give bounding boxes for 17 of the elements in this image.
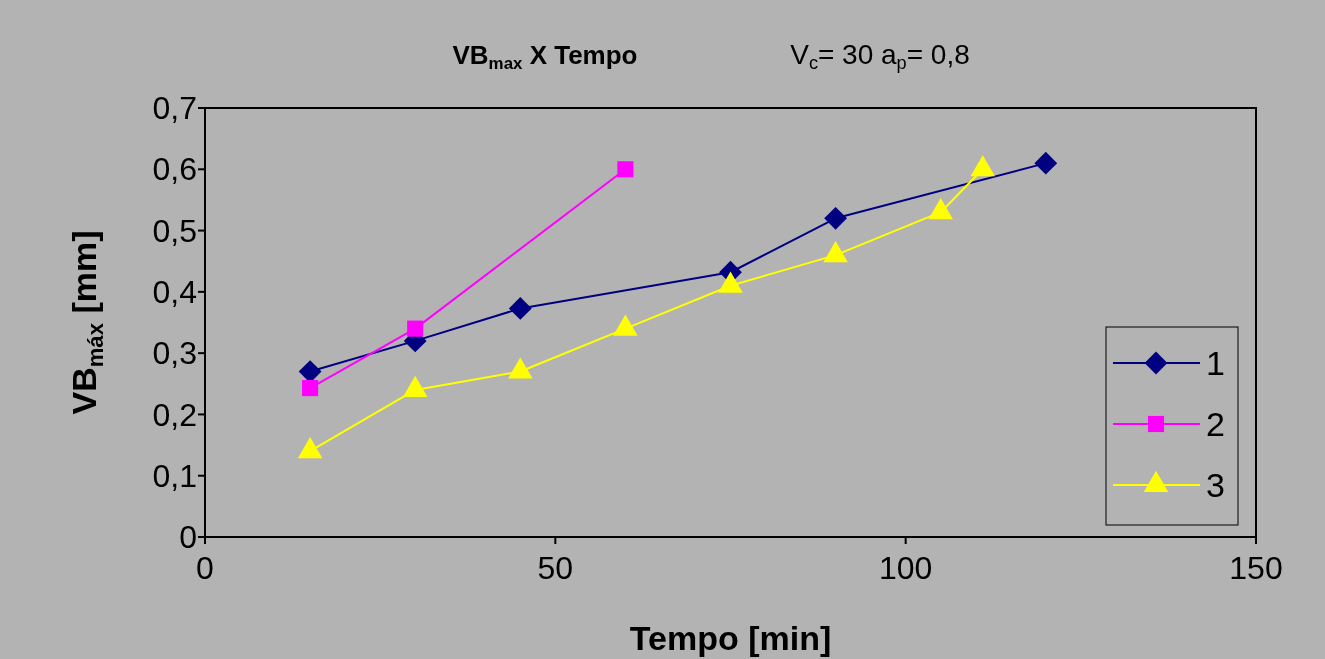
legend-label: 3 — [1206, 465, 1225, 504]
legend-label: 2 — [1206, 404, 1225, 443]
chart-subtitle: V$_{c}$= 30 a$_{p}$= 0,8 — [790, 39, 970, 74]
y-tick-label: 0,1 — [152, 457, 197, 494]
y-tick-label: 0,7 — [152, 90, 197, 127]
y-tick-label: 0,5 — [152, 212, 197, 249]
y-tick-label: 0,2 — [152, 396, 197, 433]
x-tick-label: 150 — [1229, 550, 1283, 586]
y-tick-label: 0 — [179, 519, 197, 556]
x-tick-label: 50 — [537, 550, 574, 586]
x-axis-title: Tempo [min] — [629, 619, 832, 657]
y-tick-label: 0,4 — [152, 274, 197, 311]
chart-title: VB$_{max}$ X Tempo — [452, 40, 638, 74]
y-tick-label: 0,6 — [152, 151, 197, 188]
y-tick-label: 0,3 — [152, 335, 197, 372]
x-tick-label: 100 — [878, 550, 933, 586]
legend-label: 1 — [1206, 343, 1225, 382]
